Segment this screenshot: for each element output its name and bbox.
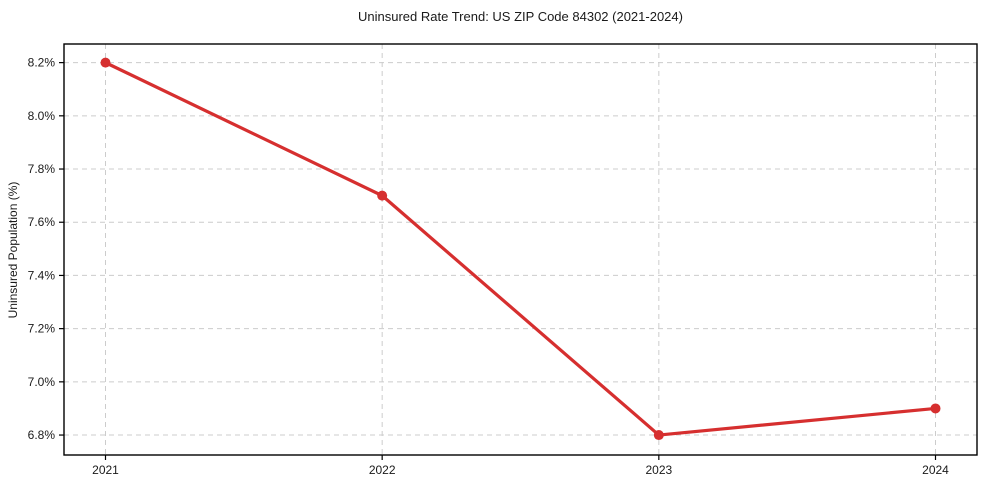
- chart-title: Uninsured Rate Trend: US ZIP Code 84302 …: [358, 9, 683, 24]
- y-tick-label: 7.8%: [28, 162, 56, 176]
- trend-line: [103, 61, 938, 437]
- data-point-marker: [930, 403, 941, 414]
- data-point-marker: [377, 190, 388, 201]
- x-tick-label: 2022: [369, 463, 396, 477]
- x-tick-label: 2023: [645, 463, 672, 477]
- data-point-marker: [100, 57, 111, 68]
- y-tick-label: 8.0%: [28, 109, 56, 123]
- y-tick-label: 7.2%: [28, 322, 56, 336]
- plot-border: [63, 43, 978, 456]
- y-axis-label: Uninsured Population (%): [6, 181, 20, 319]
- y-tick-label: 8.2%: [28, 56, 56, 70]
- y-tick-label: 6.8%: [28, 428, 56, 442]
- x-tick-label: 2024: [922, 463, 949, 477]
- y-tick-label: 7.4%: [28, 268, 56, 282]
- y-tick-label: 7.6%: [28, 215, 56, 229]
- data-point-marker: [653, 430, 664, 441]
- x-tick-label: 2021: [92, 463, 119, 477]
- y-tick-label: 7.0%: [28, 375, 56, 389]
